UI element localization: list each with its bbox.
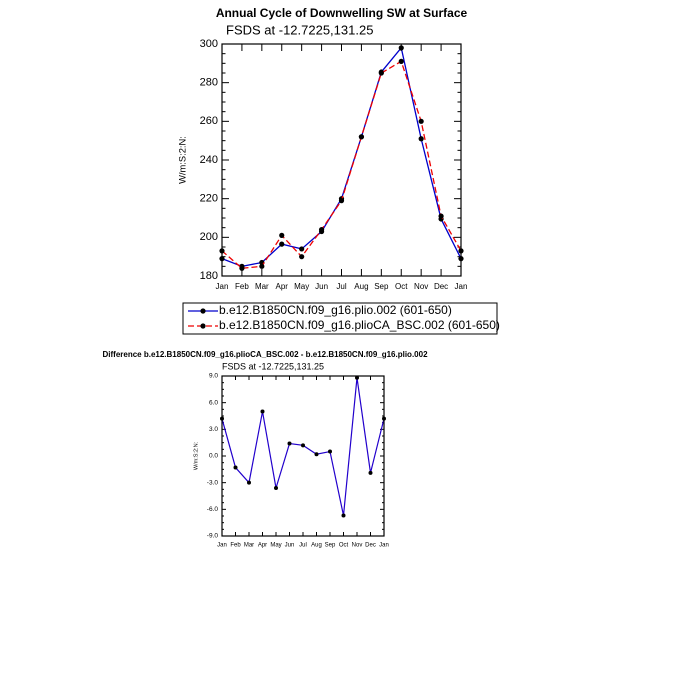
y-tick-label: -6.0 xyxy=(207,506,219,513)
plot-frame xyxy=(221,375,385,537)
y-tick-label: 6.0 xyxy=(209,399,218,406)
y-tick-label: 200 xyxy=(200,231,218,243)
y-axis-label: W/m:S:2:N: xyxy=(177,136,187,184)
legend-marker xyxy=(200,308,206,314)
x-tick-label: Apr xyxy=(258,543,267,549)
data-point xyxy=(287,441,292,446)
data-point xyxy=(318,227,325,233)
data-point xyxy=(279,241,285,247)
data-point xyxy=(438,213,444,219)
data-point xyxy=(338,198,345,204)
x-tick-label: Jun xyxy=(315,282,328,291)
x-tick-label: Nov xyxy=(352,543,363,549)
chart-subtitle: FSDS at -12.7225,131.25 xyxy=(226,22,373,37)
x-tick-label: Dec xyxy=(434,282,448,291)
y-tick-label: -3.0 xyxy=(207,479,219,486)
chart-subtitle: FSDS at -12.7225,131.25 xyxy=(222,361,324,371)
x-tick-label: Jan xyxy=(216,282,229,291)
x-tick-label: Oct xyxy=(395,282,408,291)
data-point xyxy=(260,409,265,414)
data-point xyxy=(418,136,424,142)
x-tick-label: Dec xyxy=(365,543,376,549)
x-tick-label: Jul xyxy=(299,543,307,549)
data-point xyxy=(301,443,305,448)
y-tick-label: 9.0 xyxy=(209,373,218,380)
legend-box xyxy=(182,302,498,335)
data-point xyxy=(314,452,319,457)
x-tick-label: Sep xyxy=(374,282,389,291)
data-point xyxy=(368,470,373,475)
x-tick-label: Sep xyxy=(325,543,336,549)
y-tick-label: 240 xyxy=(200,154,218,166)
x-tick-label: Oct xyxy=(339,543,349,549)
data-point xyxy=(299,246,305,252)
x-tick-label: Apr xyxy=(276,282,289,291)
y-tick-label: 220 xyxy=(200,193,218,205)
series-line xyxy=(221,46,462,268)
y-tick-label: 0.0 xyxy=(209,453,218,460)
x-tick-label: May xyxy=(270,543,281,549)
data-point xyxy=(398,58,404,64)
x-tick-label: Feb xyxy=(230,543,241,549)
data-point xyxy=(358,134,365,140)
chart-title: Annual Cycle of Downwelling SW at Surfac… xyxy=(216,6,468,20)
data-point xyxy=(274,486,278,490)
x-tick-label: Feb xyxy=(235,282,249,291)
x-tick-label: Jan xyxy=(455,282,468,291)
y-tick-label: 3.0 xyxy=(209,426,218,433)
y-tick-label: 180 xyxy=(200,270,218,282)
x-tick-label: Aug xyxy=(354,282,368,291)
data-point xyxy=(247,480,251,485)
plot-frame xyxy=(221,43,462,277)
y-tick-label: 260 xyxy=(200,115,218,127)
data-point xyxy=(418,118,424,124)
x-tick-label: May xyxy=(294,282,309,291)
data-point xyxy=(299,254,305,260)
data-point xyxy=(233,465,238,470)
data-point xyxy=(239,265,245,271)
data-point xyxy=(355,375,359,380)
legend-label: b.e12.B1850CN.f09_g16.plioCA_BSC.002 (60… xyxy=(219,318,500,332)
x-tick-label: Mar xyxy=(244,543,254,549)
x-tick-label: Jun xyxy=(285,543,295,549)
series-line xyxy=(221,60,462,269)
legend-label: b.e12.B1850CN.f09_g16.plio.002 (601-650) xyxy=(219,303,452,317)
data-point xyxy=(279,232,285,238)
data-point xyxy=(328,449,332,454)
chart-title: Difference b.e12.B1850CN.f09_g16.plioCA_… xyxy=(102,350,428,359)
x-tick-label: Jul xyxy=(336,282,346,291)
y-tick-label: 280 xyxy=(200,77,218,89)
legend-marker xyxy=(200,323,206,329)
data-point xyxy=(341,513,346,518)
y-tick-label: 300 xyxy=(200,38,218,50)
y-axis-label: W/m:S:2:N: xyxy=(193,441,199,470)
x-tick-label: Jan xyxy=(217,543,227,549)
data-point xyxy=(398,45,404,51)
x-tick-label: Jan xyxy=(379,543,389,549)
x-tick-label: Nov xyxy=(414,282,428,291)
x-tick-label: Mar xyxy=(255,282,269,291)
y-tick-label: -9.0 xyxy=(207,533,219,540)
x-tick-label: Aug xyxy=(311,543,322,549)
data-point xyxy=(259,263,265,269)
data-point xyxy=(378,70,384,76)
